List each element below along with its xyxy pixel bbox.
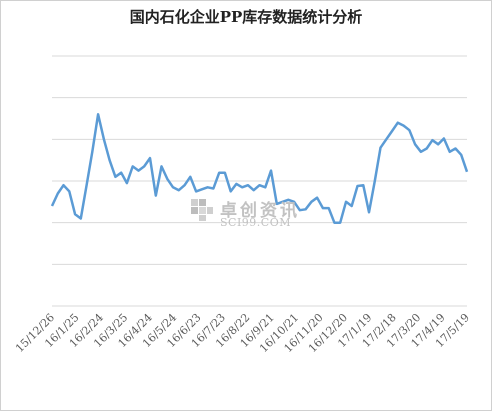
series-line — [50, 113, 469, 224]
watermark-sub-text: SCI99.COM — [220, 216, 291, 229]
watermark-main-text: 卓创资讯 — [220, 201, 300, 221]
sci99-logo-icon — [191, 199, 213, 221]
watermark: 卓创资讯 SCI99.COM — [190, 196, 302, 230]
chart-title: 国内石化企业PP库存数据统计分析 — [129, 8, 363, 26]
